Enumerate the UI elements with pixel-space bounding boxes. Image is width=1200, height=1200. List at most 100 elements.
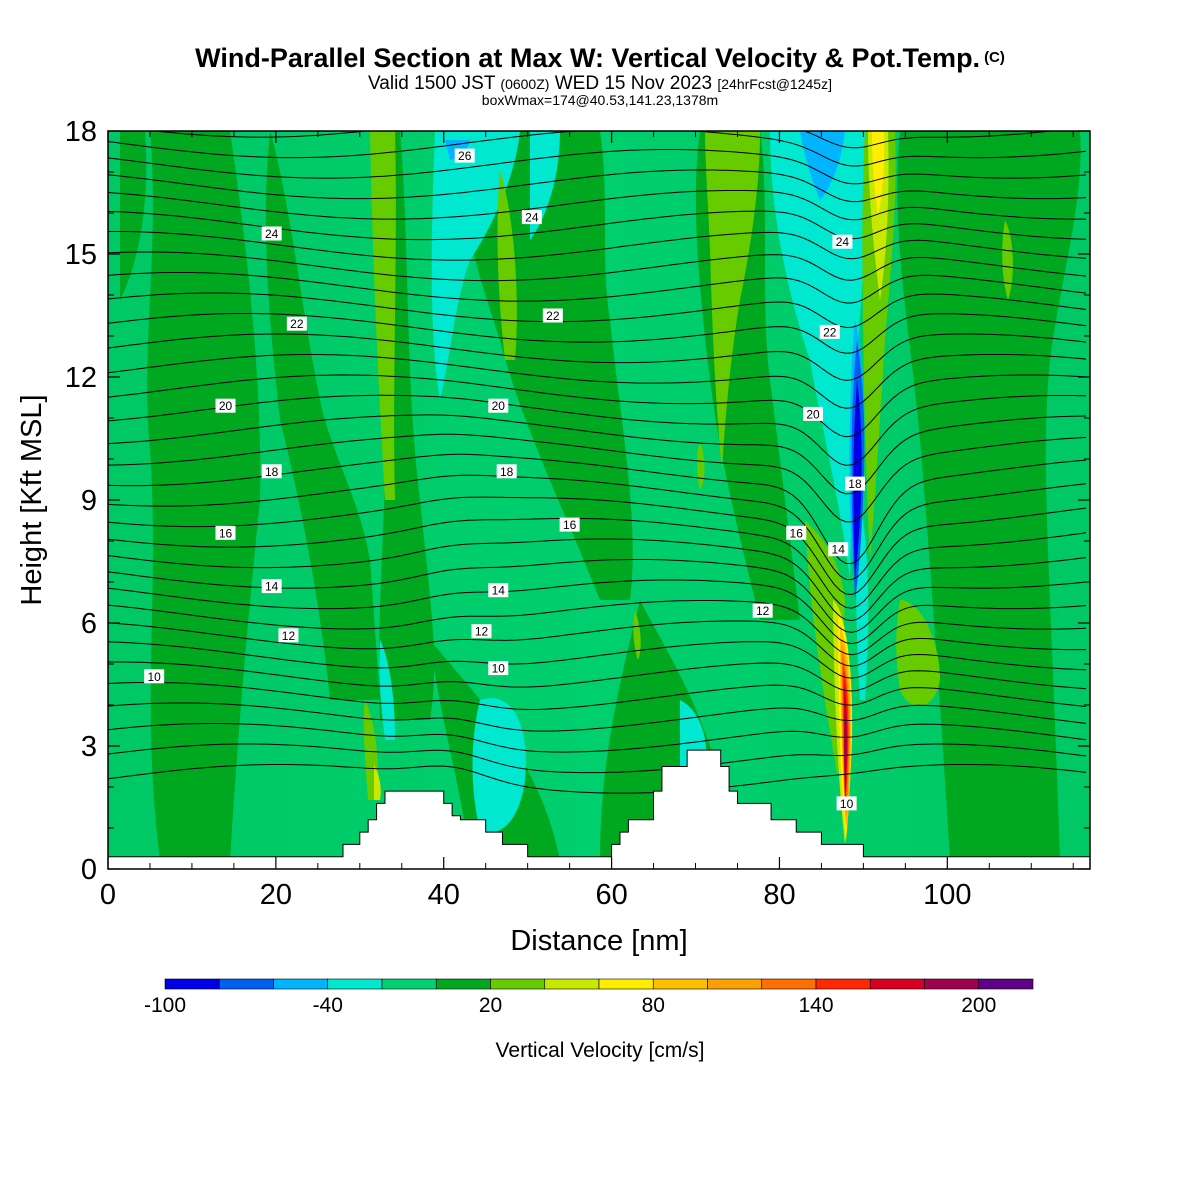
isentrope-line (108, 641, 1087, 679)
contour-label: 12 (282, 629, 296, 643)
colorbar-tick-label: 200 (961, 994, 996, 1017)
chart-title: Wind-Parallel Section at Max W: Vertical… (195, 43, 1005, 73)
contour-label-box (488, 398, 509, 413)
contour-label: 10 (840, 797, 854, 811)
contour-label-box (786, 525, 807, 540)
chart-subtitle: Valid 1500 JST (0600Z) WED 15 Nov 2023 [… (368, 73, 832, 94)
colorbar-swatch (652, 978, 708, 990)
x-tick-label: 80 (763, 879, 795, 911)
isentrope-line (108, 251, 1087, 282)
isentrope-line (108, 496, 1087, 596)
colorbar-tick-label: -40 (313, 994, 343, 1017)
copyright-mark: (C) (984, 49, 1005, 66)
isentrope-line (108, 292, 1087, 329)
colorbar-tick-label: 80 (642, 994, 665, 1017)
contour-label: 12 (475, 625, 489, 639)
y-tick-label: 9 (81, 485, 97, 517)
contour-label: 24 (265, 227, 279, 241)
contour-label: 14 (832, 543, 846, 557)
colorbar-swatch (164, 978, 220, 990)
boxwmax-label: boxWmax=174@40.53,141.23,1378m (481, 92, 719, 108)
y-tick-label: 3 (81, 731, 97, 763)
contour-label-box (496, 464, 517, 479)
colorbar-tick-label: 20 (479, 994, 502, 1017)
contour-label: 16 (219, 526, 233, 540)
y-tick-label: 12 (65, 362, 97, 394)
contour-label: 20 (219, 399, 233, 413)
contour-label: 22 (290, 317, 304, 331)
contour-label: 14 (492, 584, 506, 598)
contour-label: 10 (147, 670, 161, 684)
colorbar-swatch (598, 978, 654, 990)
isentrope-line (108, 579, 1087, 645)
contour-label: 26 (458, 149, 472, 163)
contour-label: 22 (823, 325, 837, 339)
isentrope-line (108, 743, 1087, 774)
isentrope-line (150, 131, 1056, 149)
colorbar-swatch (381, 978, 437, 990)
contour-label-box (559, 517, 580, 532)
isentrope-line (108, 131, 1087, 167)
contour-label: 16 (790, 526, 804, 540)
isentrope-line (108, 474, 1087, 581)
contour-label-box (752, 603, 773, 618)
x-tick-label: 60 (595, 879, 627, 911)
contour-label-box (844, 476, 865, 491)
contour-label: 22 (546, 309, 560, 323)
contour-label: 12 (756, 604, 770, 618)
isentrope-line (108, 702, 1087, 732)
isentrope-line (108, 313, 1087, 354)
colorbar-swatch (490, 978, 546, 990)
colorbar-swatch (978, 978, 1034, 990)
contour-label: 20 (806, 407, 820, 421)
x-tick-label: 40 (428, 879, 460, 911)
colorbar-swatch (218, 978, 274, 990)
contour-label-box (488, 661, 509, 676)
isentrope-line (108, 374, 1087, 438)
x-tick-label: 20 (260, 879, 292, 911)
contour-label-box (471, 624, 492, 639)
contour-label: 18 (848, 477, 862, 491)
x-tick-label: 0 (100, 879, 116, 911)
contour-label-box (215, 525, 236, 540)
contour-label-box (215, 398, 236, 413)
colorbar-swatch (327, 978, 383, 990)
colorbar-swatch (869, 978, 925, 990)
x-tick-label: 100 (923, 879, 971, 911)
colorbar-swatch (761, 978, 817, 990)
contour-label-box (819, 324, 840, 339)
isentrope-line (108, 764, 1087, 794)
contour-label-box (832, 234, 853, 249)
contour-label: 20 (492, 399, 506, 413)
colorbar-tick-label: 140 (798, 994, 833, 1017)
contour-label-box (803, 406, 824, 421)
isentrope-line (108, 723, 1087, 753)
isentrope-line (108, 149, 1087, 185)
colorbar-swatch (544, 978, 600, 990)
colorbar-tick-label: -100 (144, 994, 186, 1017)
isentrope-line (108, 433, 1087, 523)
contour-label-box (521, 210, 542, 225)
contour-label: 24 (525, 211, 539, 225)
isentrope-line (108, 661, 1087, 692)
contour-label-box (828, 542, 849, 557)
contour-label-box (836, 796, 857, 811)
isentrope-line (108, 231, 1087, 261)
x-axis-title: Distance [nm] (510, 925, 687, 957)
isentrope-line (108, 517, 1087, 609)
contour-label: 16 (563, 518, 577, 532)
contour-label: 14 (265, 580, 279, 594)
contour-label-box (261, 464, 282, 479)
isentrope-line (108, 620, 1086, 667)
contour-label-box (261, 226, 282, 241)
isentrope-line (108, 169, 1087, 203)
isentrope-line (108, 538, 1087, 622)
y-tick-label: 0 (81, 854, 97, 886)
contour-label-box (454, 148, 475, 163)
contour-label-box (278, 628, 299, 643)
contour-label: 18 (500, 465, 514, 479)
contour-label-box (542, 308, 563, 323)
contour-label: 10 (492, 662, 506, 676)
contour-label-box (144, 669, 165, 684)
